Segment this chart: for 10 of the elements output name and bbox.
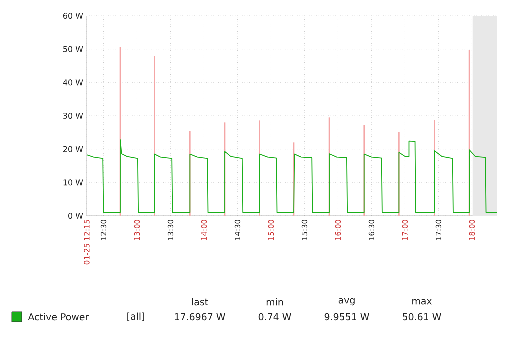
- text: last: [192, 298, 208, 306]
- text: avg: [338, 298, 355, 306]
- text: max: [412, 299, 432, 305]
- text: min: [266, 298, 284, 306]
- text: 9.9551 W: [324, 313, 370, 321]
- text: 50.61 W: [403, 313, 442, 321]
- text: 0.74 W: [258, 313, 292, 321]
- text: [all]: [128, 312, 144, 322]
- legend-label: Active Power: [28, 313, 90, 321]
- text: 17.6967 W: [175, 313, 226, 321]
